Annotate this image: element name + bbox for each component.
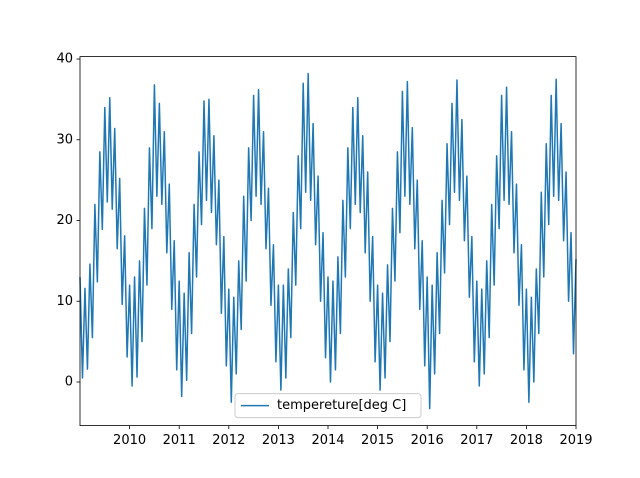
y-tick-label: 40 <box>56 52 73 67</box>
y-tick-label: 10 <box>56 294 73 309</box>
series-line <box>79 72 577 410</box>
x-tick-label: 2015 <box>361 433 394 448</box>
x-tick-label: 2016 <box>411 433 444 448</box>
x-tick-label: 2010 <box>113 433 146 448</box>
x-tick-label: 2011 <box>163 433 196 448</box>
x-tick-label: 2019 <box>559 433 592 448</box>
x-tick-label: 2018 <box>510 433 543 448</box>
x-tick-label: 2014 <box>311 433 344 448</box>
legend-box <box>234 393 422 419</box>
legend-label: tempereture[deg C] <box>277 398 406 413</box>
x-tick-label: 2017 <box>460 433 493 448</box>
x-tick-label: 2013 <box>262 433 295 448</box>
y-tick-label: 20 <box>56 213 73 228</box>
y-tick-label: 0 <box>65 374 73 389</box>
x-tick-label: 2012 <box>212 433 245 448</box>
axes-frame <box>79 56 577 426</box>
y-tick-label: 30 <box>56 132 73 147</box>
